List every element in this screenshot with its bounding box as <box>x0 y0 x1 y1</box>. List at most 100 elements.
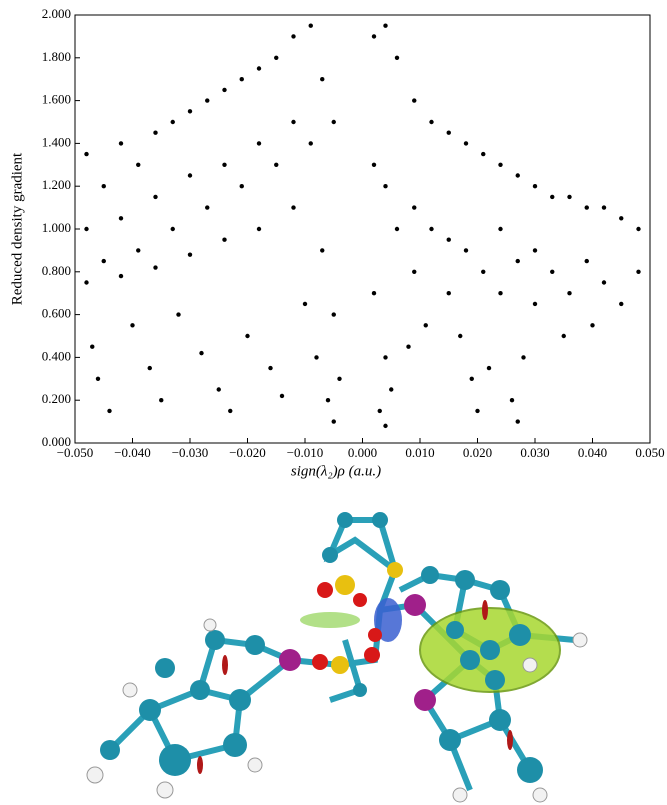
point <box>429 226 434 232</box>
point <box>187 109 193 114</box>
y-tick-label: 1.400 <box>42 134 71 149</box>
point <box>159 398 164 403</box>
point <box>423 323 428 328</box>
point <box>486 365 492 371</box>
point <box>118 216 124 221</box>
point <box>532 248 538 253</box>
y-tick-label: 0.800 <box>42 263 71 278</box>
point <box>458 333 463 339</box>
point <box>389 387 394 392</box>
x-tick-label: 0.040 <box>578 445 607 460</box>
point <box>412 269 417 274</box>
point <box>320 77 325 82</box>
point <box>170 226 175 232</box>
point <box>222 162 227 167</box>
point <box>256 141 262 146</box>
point <box>187 252 193 257</box>
y-tick-label: 0.000 <box>42 434 71 449</box>
y-tick-label: 0.200 <box>42 391 71 406</box>
y-tick-label: 1.800 <box>42 49 71 64</box>
point <box>601 280 607 285</box>
point <box>429 119 434 125</box>
point <box>228 408 233 414</box>
point <box>279 393 285 399</box>
point <box>199 350 204 356</box>
point <box>222 237 227 242</box>
point <box>170 119 175 125</box>
point <box>446 130 451 135</box>
x-tick-label: 0.050 <box>635 445 664 460</box>
x-tick-label: −0.010 <box>287 445 324 460</box>
point <box>308 141 313 146</box>
y-axis-title: Reduced density gradient <box>9 152 25 305</box>
point <box>205 98 210 103</box>
x-axis-title: sign(λ₂)ρ (a.u.) <box>291 463 381 479</box>
point <box>136 162 141 167</box>
point <box>274 162 279 167</box>
point <box>291 205 296 210</box>
point <box>371 162 377 167</box>
point <box>331 119 336 125</box>
point <box>481 269 486 274</box>
point <box>406 344 411 349</box>
x-tick-label: −0.040 <box>114 445 151 460</box>
point <box>187 173 193 178</box>
point <box>463 248 469 253</box>
point <box>84 151 89 157</box>
point <box>515 173 520 178</box>
point <box>515 258 520 264</box>
point <box>601 205 607 210</box>
point <box>532 301 538 307</box>
point <box>136 248 141 253</box>
point <box>291 119 296 125</box>
plot-frame <box>74 14 651 444</box>
point <box>291 34 296 39</box>
point <box>222 87 227 93</box>
y-tick-label: 1.000 <box>42 220 71 235</box>
point <box>84 280 89 285</box>
point <box>331 312 336 317</box>
y-tick-label: 0.600 <box>42 306 71 321</box>
point <box>331 419 336 424</box>
y-tick-label: 1.600 <box>42 92 71 107</box>
x-tick-label: 0.010 <box>405 445 434 460</box>
y-tick-label: 0.400 <box>42 348 71 363</box>
point <box>550 194 555 200</box>
point <box>118 273 124 279</box>
point <box>636 269 641 274</box>
x-tick-label: −0.030 <box>172 445 209 460</box>
point <box>619 301 624 307</box>
point <box>383 23 388 28</box>
molecule <box>86 512 588 803</box>
point <box>216 387 221 392</box>
point <box>584 205 589 210</box>
point <box>567 291 572 296</box>
point <box>205 205 210 210</box>
point <box>619 216 624 221</box>
point <box>274 55 279 60</box>
point <box>498 291 503 296</box>
point <box>256 226 262 232</box>
point <box>153 194 158 200</box>
point <box>325 398 331 403</box>
x-tick-label: −0.050 <box>57 445 94 460</box>
point <box>412 205 417 210</box>
y-tick-label: 1.200 <box>42 177 71 192</box>
point <box>377 408 382 414</box>
point <box>394 55 400 60</box>
point <box>412 98 417 103</box>
point <box>394 226 400 232</box>
point <box>95 376 101 381</box>
point <box>153 130 158 135</box>
y-tick-label: 2.000 <box>42 6 71 21</box>
point <box>567 194 572 200</box>
point <box>320 248 325 253</box>
point <box>383 423 388 429</box>
point <box>245 333 250 339</box>
point <box>446 291 451 296</box>
point <box>314 355 319 360</box>
point <box>475 408 480 414</box>
point <box>498 162 503 167</box>
x-tick-label: 0.000 <box>348 445 377 460</box>
